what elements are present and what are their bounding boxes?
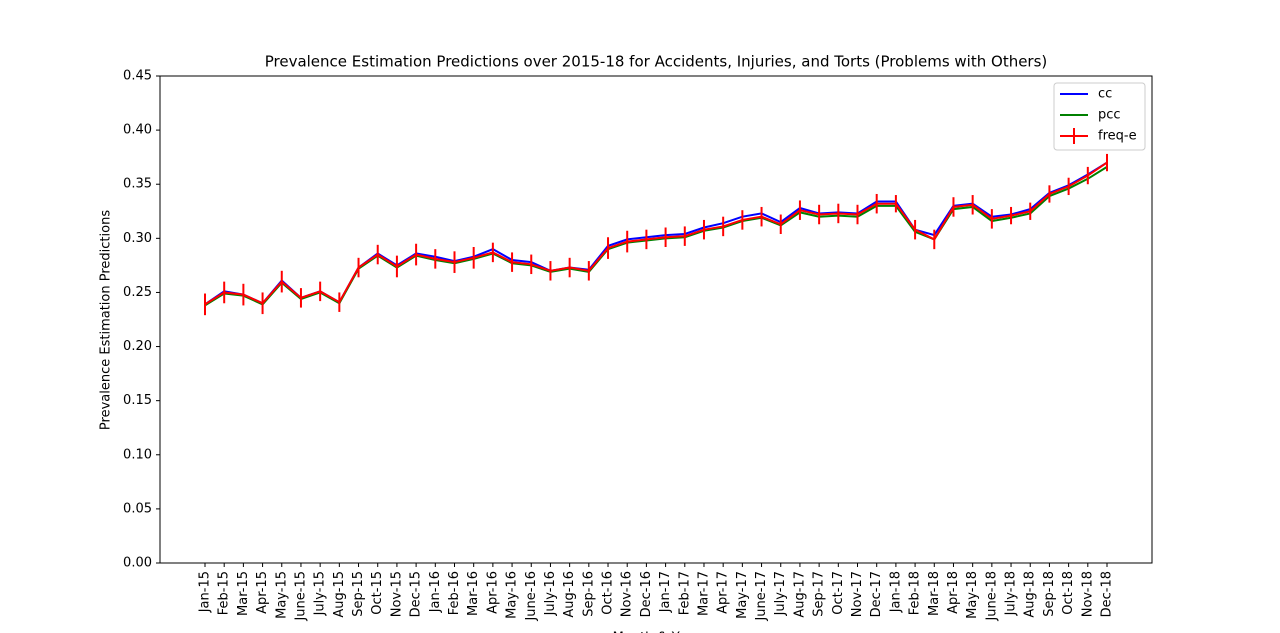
x-tick-label: June-16: [524, 571, 539, 622]
x-tick-label: Feb-15: [217, 571, 232, 615]
x-tick-label: Mar-16: [466, 571, 481, 616]
x-tick-label: Apr-15: [255, 571, 270, 614]
x-tick-label: June-18: [984, 571, 999, 622]
x-tick-label: Jan-16: [428, 571, 443, 613]
x-tick-label: May-15: [274, 571, 289, 619]
x-tick-label: Nov-18: [1080, 571, 1095, 617]
y-tick-label: 0.05: [123, 501, 152, 516]
x-tick-label: Jan-18: [888, 571, 903, 613]
x-tick-label: Mar-15: [236, 571, 251, 616]
x-tick-label: May-18: [965, 571, 980, 619]
legend-label: cc: [1098, 87, 1112, 102]
y-axis-label: Prevalence Estimation Predictions: [99, 210, 114, 430]
x-tick-label: Apr-17: [716, 571, 731, 614]
y-tick-label: 0.10: [123, 447, 152, 462]
x-tick-label: Dec-15: [409, 571, 424, 617]
x-tick-label: Oct-16: [601, 571, 616, 615]
x-tick-label: July-18: [1004, 571, 1019, 616]
x-tick-label: Sep-18: [1042, 571, 1057, 617]
x-tick-label: Aug-18: [1023, 571, 1038, 618]
legend-label: freq-e: [1098, 129, 1137, 144]
x-tick-label: Jan-17: [658, 571, 673, 613]
x-tick-label: Nov-16: [620, 571, 635, 617]
x-tick-label: Aug-16: [562, 571, 577, 618]
x-tick-label: Dec-17: [869, 571, 884, 617]
x-tick-label: Jan-15: [198, 571, 213, 613]
x-tick-label: June-15: [293, 571, 308, 622]
x-tick-label: Nov-17: [850, 571, 865, 617]
x-tick-label: Feb-16: [447, 571, 462, 615]
x-tick-label: July-15: [313, 571, 328, 616]
y-tick-label: 0.35: [123, 177, 152, 192]
x-tick-label: Mar-18: [927, 571, 942, 616]
x-axis-label: Month & Year: [613, 631, 700, 633]
y-tick-label: 0.40: [123, 123, 152, 138]
x-tick-label: Aug-15: [332, 571, 347, 618]
x-tick-label: Apr-16: [485, 571, 500, 614]
legend-label: pcc: [1098, 108, 1121, 123]
x-tick-label: Apr-18: [946, 571, 961, 614]
chart-title: Prevalence Estimation Predictions over 2…: [265, 53, 1048, 71]
y-tick-label: 0.30: [123, 231, 152, 246]
x-tick-label: July-17: [773, 571, 788, 616]
x-tick-label: Oct-15: [370, 571, 385, 615]
legend-box: [1053, 82, 1146, 151]
x-tick-label: Dec-16: [639, 571, 654, 617]
x-tick-label: July-16: [543, 571, 558, 616]
x-tick-label: Aug-17: [792, 571, 807, 618]
y-tick-label: 0.15: [123, 393, 152, 408]
y-tick-label: 0.00: [123, 556, 152, 571]
y-tick-label: 0.25: [123, 285, 152, 300]
x-tick-label: Oct-17: [831, 571, 846, 615]
x-tick-label: Mar-17: [696, 571, 711, 616]
x-tick-label: Sep-17: [812, 571, 827, 617]
y-tick-label: 0.45: [123, 69, 152, 84]
x-tick-label: Sep-16: [581, 571, 596, 617]
x-tick-label: Oct-18: [1061, 571, 1076, 615]
plot-frame: [159, 75, 1153, 564]
x-tick-label: Sep-15: [351, 571, 366, 617]
x-tick-label: Dec-18: [1100, 571, 1115, 617]
y-tick-label: 0.20: [123, 339, 152, 354]
x-tick-label: June-17: [754, 571, 769, 622]
series-line: [204, 161, 1108, 306]
x-tick-label: Feb-18: [908, 571, 923, 615]
x-tick-label: May-17: [735, 571, 750, 619]
x-tick-label: Feb-17: [677, 571, 692, 615]
series-line: [204, 161, 1108, 306]
x-tick-label: May-16: [505, 571, 520, 619]
x-tick-label: Nov-15: [389, 571, 404, 617]
